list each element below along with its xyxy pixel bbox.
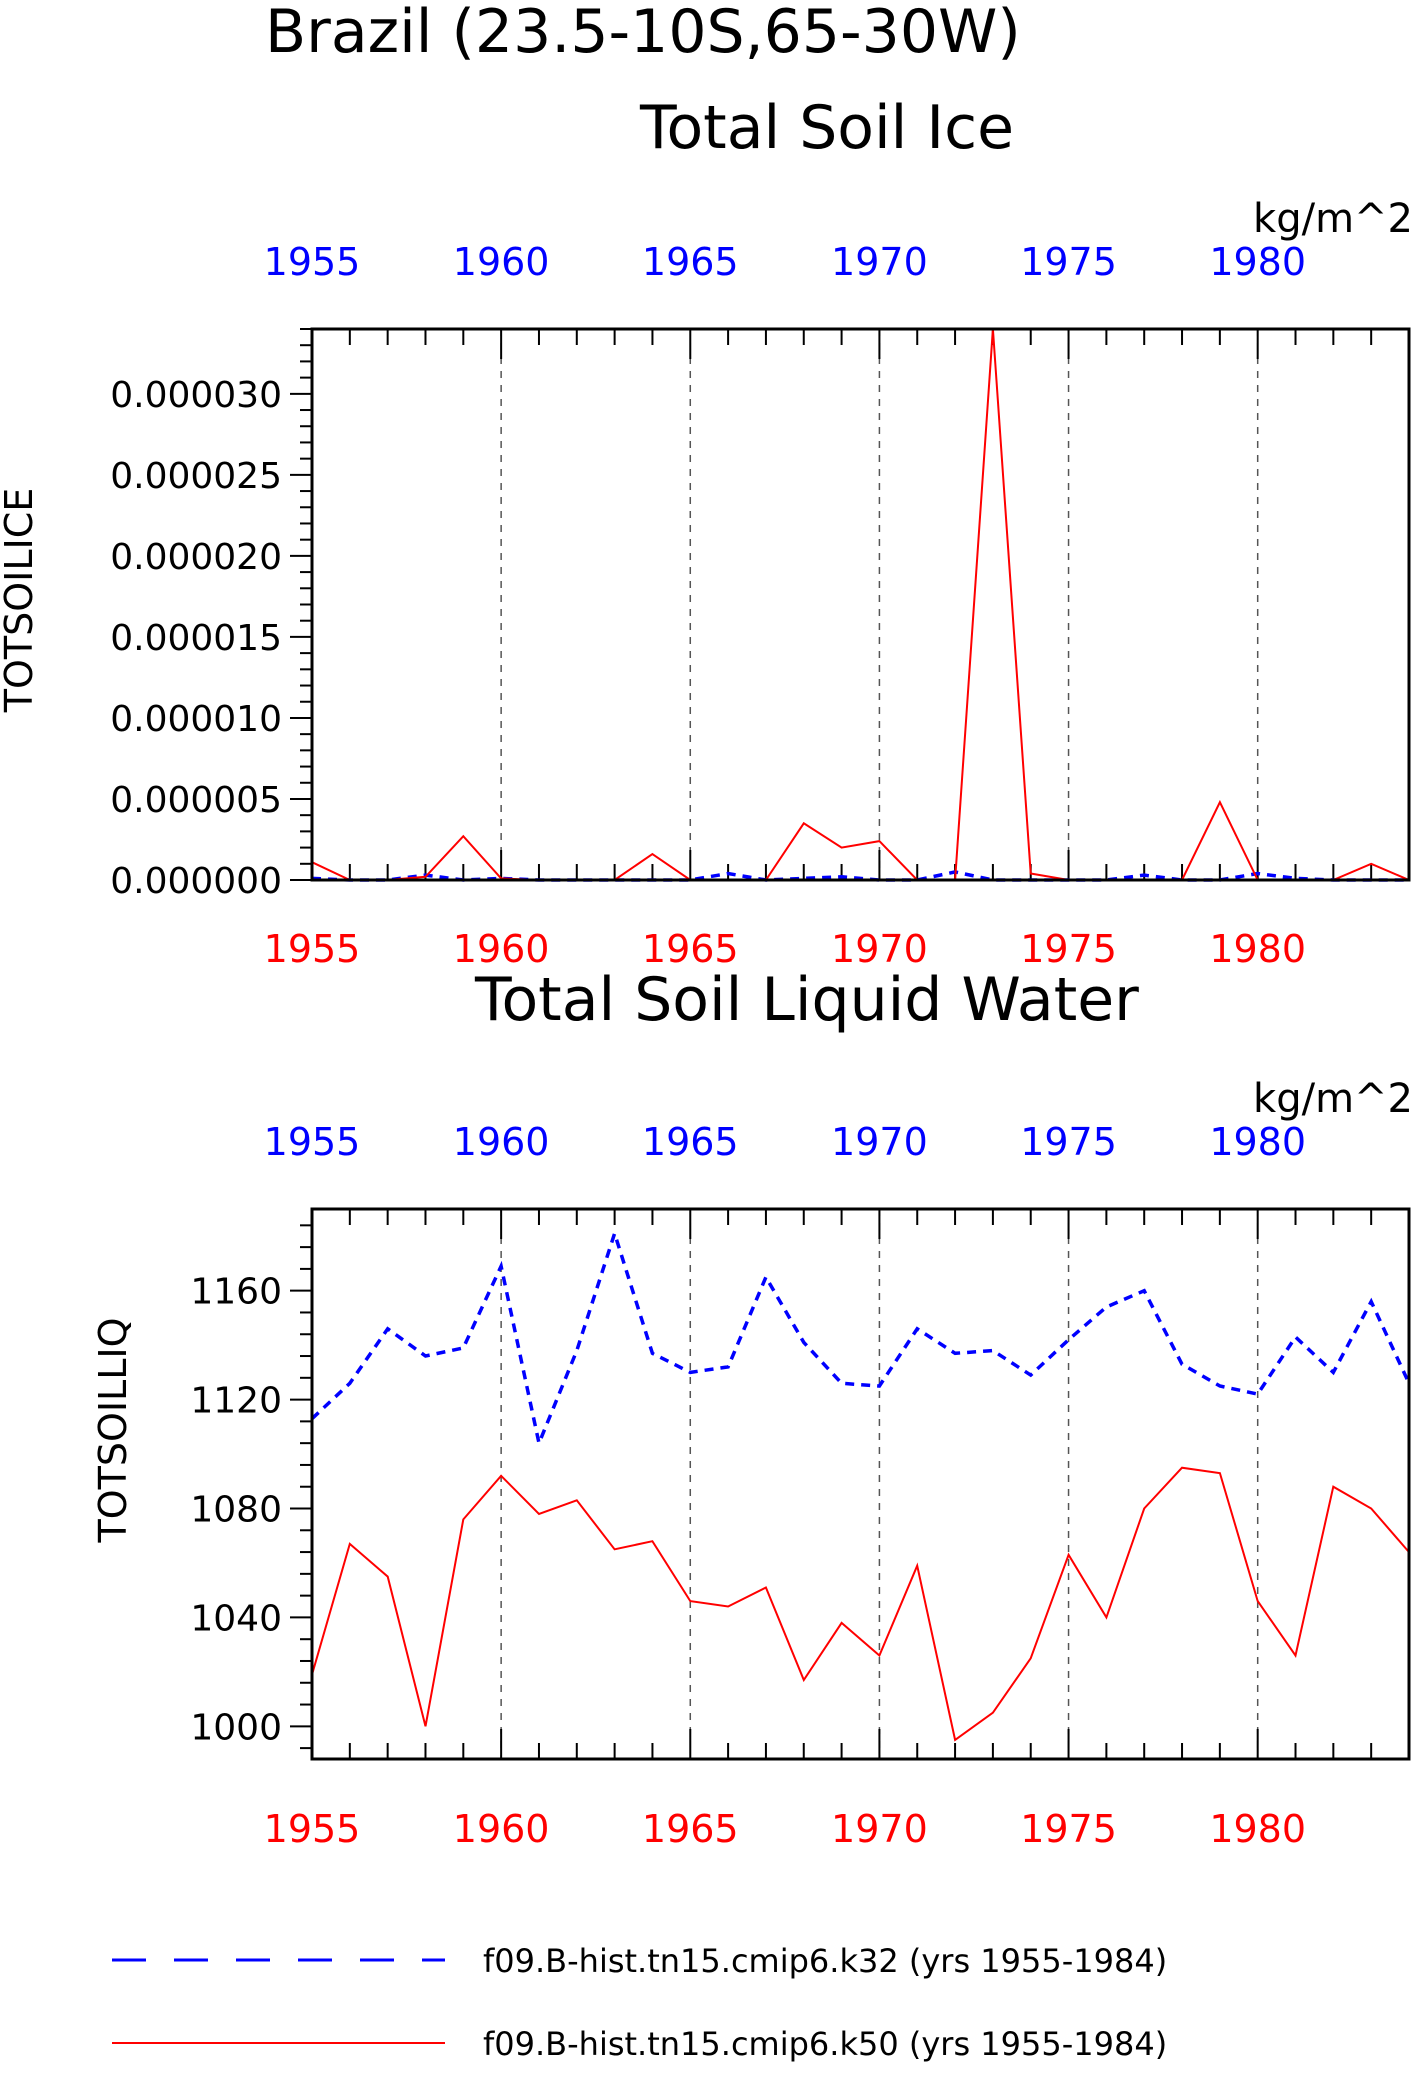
x-tick-label-bottom: 1955 <box>264 1807 361 1851</box>
x-tick-label-bottom: 1955 <box>264 927 361 971</box>
x-tick-label-bottom: 1975 <box>1020 927 1117 971</box>
axis-ticks <box>290 1209 1410 1759</box>
plot-frame <box>310 1207 1411 1761</box>
y-tick-label: 0.000010 <box>110 699 282 740</box>
x-tick-label-bottom: 1960 <box>453 1807 550 1851</box>
series-line-k32 <box>310 1227 1411 1450</box>
x-tick-label-bottom: 1965 <box>642 1807 739 1851</box>
y-tick-label: 1080 <box>190 1490 282 1531</box>
tick-labels: 0.000000 0.000005 0.000010 0.000015 0.000020… <box>110 240 1306 971</box>
x-tick-label-bottom: 1970 <box>831 927 928 971</box>
x-tick-label-top: 1980 <box>1209 240 1306 284</box>
series-line-k50 <box>311 1466 1410 1742</box>
y-tick-label: 0.000000 <box>110 861 282 902</box>
panel-total-soil-liquid-water: Total Soil Liquid Water kg/m^2 TOTSOILLI… <box>91 965 1413 1851</box>
x-tick-label-bottom: 1975 <box>1020 1807 1117 1851</box>
series-lines <box>311 328 1410 882</box>
figure-title: Brazil (23.5-10S,65-30W) <box>265 0 1021 67</box>
x-tick-label-bottom: 1970 <box>831 1807 928 1851</box>
units-label: kg/m^2 <box>1253 196 1413 242</box>
y-axis-label: TOTSOILICE <box>0 488 41 714</box>
x-tick-label-top: 1965 <box>642 1120 739 1164</box>
tick-labels: 1000 1040 1080 1120 1160 1955 1955 1960 1960 1965… <box>190 1120 1306 1851</box>
x-tick-label-top: 1960 <box>453 240 550 284</box>
legend-label-k50: f09.B-hist.tn15.cmip6.k50 (yrs 1955-1984… <box>483 2025 1167 2063</box>
series-lines <box>310 1227 1411 1742</box>
x-tick-label-top: 1970 <box>831 1120 928 1164</box>
units-label: kg/m^2 <box>1253 1076 1413 1122</box>
x-tick-label-top: 1975 <box>1020 240 1117 284</box>
y-tick-label: 1120 <box>190 1381 282 1422</box>
y-tick-label: 0.000020 <box>110 537 282 578</box>
x-tick-label-top: 1965 <box>642 240 739 284</box>
x-tick-label-top: 1975 <box>1020 1120 1117 1164</box>
x-tick-label-top: 1960 <box>453 1120 550 1164</box>
x-tick-label-bottom: 1980 <box>1209 927 1306 971</box>
plot-frame <box>310 327 1411 882</box>
series-line-k50 <box>311 328 1410 881</box>
panel-title: Total Soil Liquid Water <box>474 965 1139 1035</box>
y-tick-label: 1000 <box>190 1707 282 1748</box>
x-tick-label-top: 1970 <box>831 240 928 284</box>
y-tick-label: 1040 <box>190 1598 282 1639</box>
panel-total-soil-ice: Total Soil Ice kg/m^2 TOTSOILICE 0.00000… <box>0 93 1413 971</box>
x-tick-label-bottom: 1980 <box>1209 1807 1306 1851</box>
y-tick-label: 0.000005 <box>110 780 282 821</box>
y-tick-label: 0.000030 <box>110 375 282 416</box>
panel-title: Total Soil Ice <box>639 93 1014 163</box>
x-tick-label-bottom: 1965 <box>642 927 739 971</box>
legend: f09.B-hist.tn15.cmip6.k32 (yrs 1955-1984… <box>112 1942 1167 2063</box>
legend-label-k32: f09.B-hist.tn15.cmip6.k32 (yrs 1955-1984… <box>483 1942 1167 1980</box>
axis-ticks <box>290 328 1410 881</box>
y-tick-label: 0.000015 <box>110 618 282 659</box>
x-tick-label-top: 1955 <box>264 1120 361 1164</box>
x-tick-label-top: 1980 <box>1209 1120 1306 1164</box>
y-tick-label: 1160 <box>190 1272 282 1313</box>
x-tick-label-bottom: 1960 <box>453 927 550 971</box>
y-tick-label: 0.000025 <box>110 456 282 497</box>
grid-lines <box>500 329 1259 880</box>
y-axis-label: TOTSOILLIQ <box>91 1317 135 1543</box>
x-tick-label-top: 1955 <box>264 240 361 284</box>
